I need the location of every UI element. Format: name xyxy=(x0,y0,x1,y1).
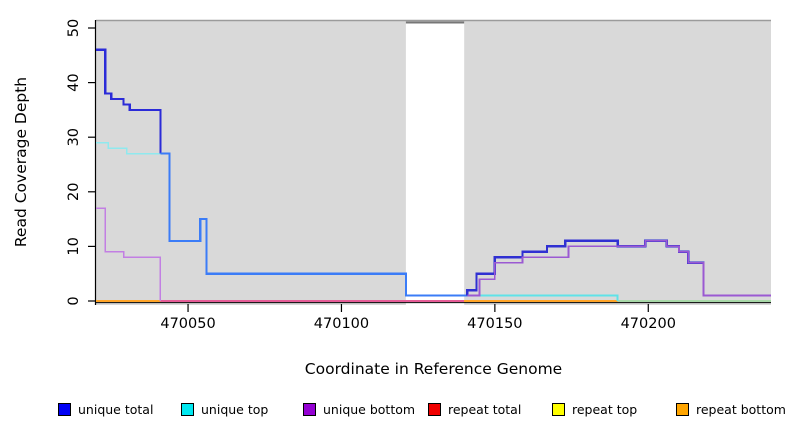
series-line-unique-total xyxy=(96,48,162,154)
y-tick-label: 50 xyxy=(66,19,82,37)
legend-item-unique-total: unique total xyxy=(58,402,153,417)
legend-item-unique-top: unique top xyxy=(181,402,268,417)
legend-swatch-icon xyxy=(552,403,565,416)
y-axis-title: Read Coverage Depth xyxy=(12,76,30,248)
legend-label: unique bottom xyxy=(323,402,416,417)
legend-item-repeat-top: repeat top xyxy=(552,402,637,417)
legend-label: unique top xyxy=(201,402,269,417)
legend-item-repeat-total: repeat total xyxy=(428,402,521,417)
x-tick-label: 470100 xyxy=(314,316,369,332)
legend-swatch-icon xyxy=(676,403,689,416)
y-tick-label: 20 xyxy=(66,183,82,201)
x-tick-label: 470200 xyxy=(621,316,676,332)
series-line-unique-bottom xyxy=(96,207,162,301)
legend-label: unique total xyxy=(78,402,154,417)
gap-band xyxy=(405,22,465,305)
legend-item-unique-bottom: unique bottom xyxy=(303,402,415,417)
legend-label: repeat top xyxy=(572,402,638,417)
series-line-unique-top xyxy=(467,294,619,301)
y-tick-label: 40 xyxy=(66,73,82,91)
series-line-unique-bottom xyxy=(467,240,771,297)
series-line-unique-top xyxy=(96,141,161,155)
legend-label: repeat total xyxy=(448,402,522,417)
x-axis-title: Coordinate in Reference Genome xyxy=(304,360,563,378)
legend-label: repeat bottom xyxy=(696,402,786,417)
x-tick-label: 470150 xyxy=(467,316,522,332)
legend-swatch-icon xyxy=(428,403,441,416)
y-tick-label: 30 xyxy=(66,128,82,146)
y-tick-label: 0 xyxy=(66,296,82,305)
legend-item-repeat-bottom: repeat bottom xyxy=(676,402,786,417)
x-tick-label: 470050 xyxy=(160,316,215,332)
series-line-unique-total xyxy=(160,152,468,297)
legend-swatch-icon xyxy=(181,403,194,416)
y-tick-label: 10 xyxy=(66,237,82,255)
legend-swatch-icon xyxy=(303,403,316,416)
legend-swatch-icon xyxy=(58,403,71,416)
